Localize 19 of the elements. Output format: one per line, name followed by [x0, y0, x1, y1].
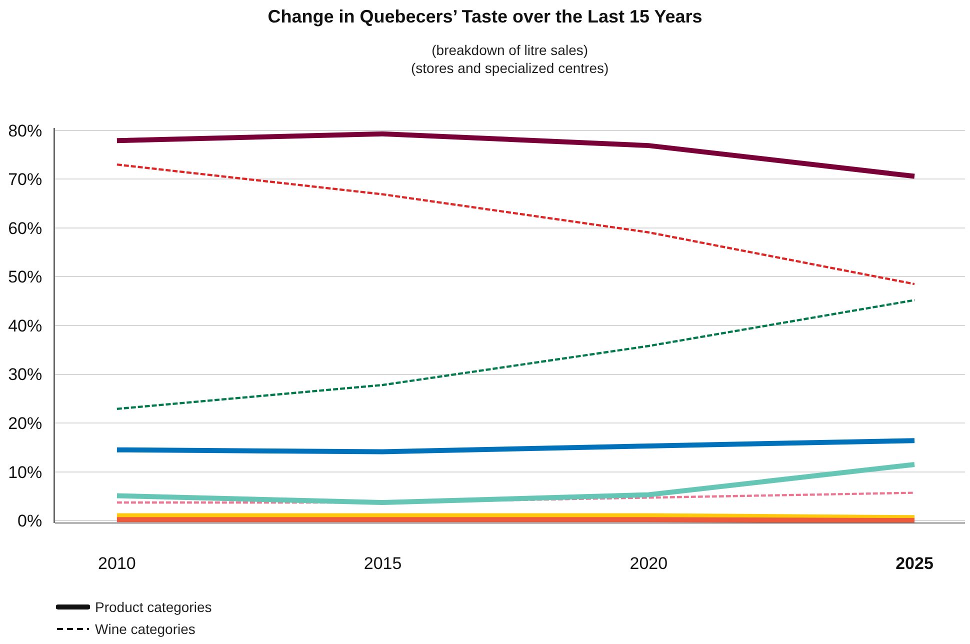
y-tick-label: 30% [8, 365, 42, 384]
y-tick-label: 0% [18, 512, 42, 531]
y-tick-label: 70% [8, 170, 42, 190]
x-tick-label: 2020 [630, 554, 668, 573]
y-tick-label: 50% [8, 268, 42, 287]
chart-subtitle: (breakdown of litre sales) (stores and specialized centres) [411, 42, 609, 76]
y-tick-label: 40% [8, 316, 42, 336]
x-tick-label: 2010 [98, 554, 136, 573]
chart-title: Change in Quebecers’ Taste over the Last 15 Years [268, 6, 702, 26]
line-series [116, 299, 916, 410]
y-tick-label: 60% [8, 218, 42, 238]
x-tick-label: 2015 [364, 554, 402, 573]
x-tick-label: 2025 [896, 554, 934, 573]
line-series [116, 163, 916, 286]
text: Product categories [95, 599, 212, 615]
y-tick-label: 10% [8, 462, 42, 482]
text: Wine categories [95, 621, 196, 637]
y-tick-label: 20% [8, 414, 42, 433]
y-tick-label: 80% [8, 121, 42, 140]
